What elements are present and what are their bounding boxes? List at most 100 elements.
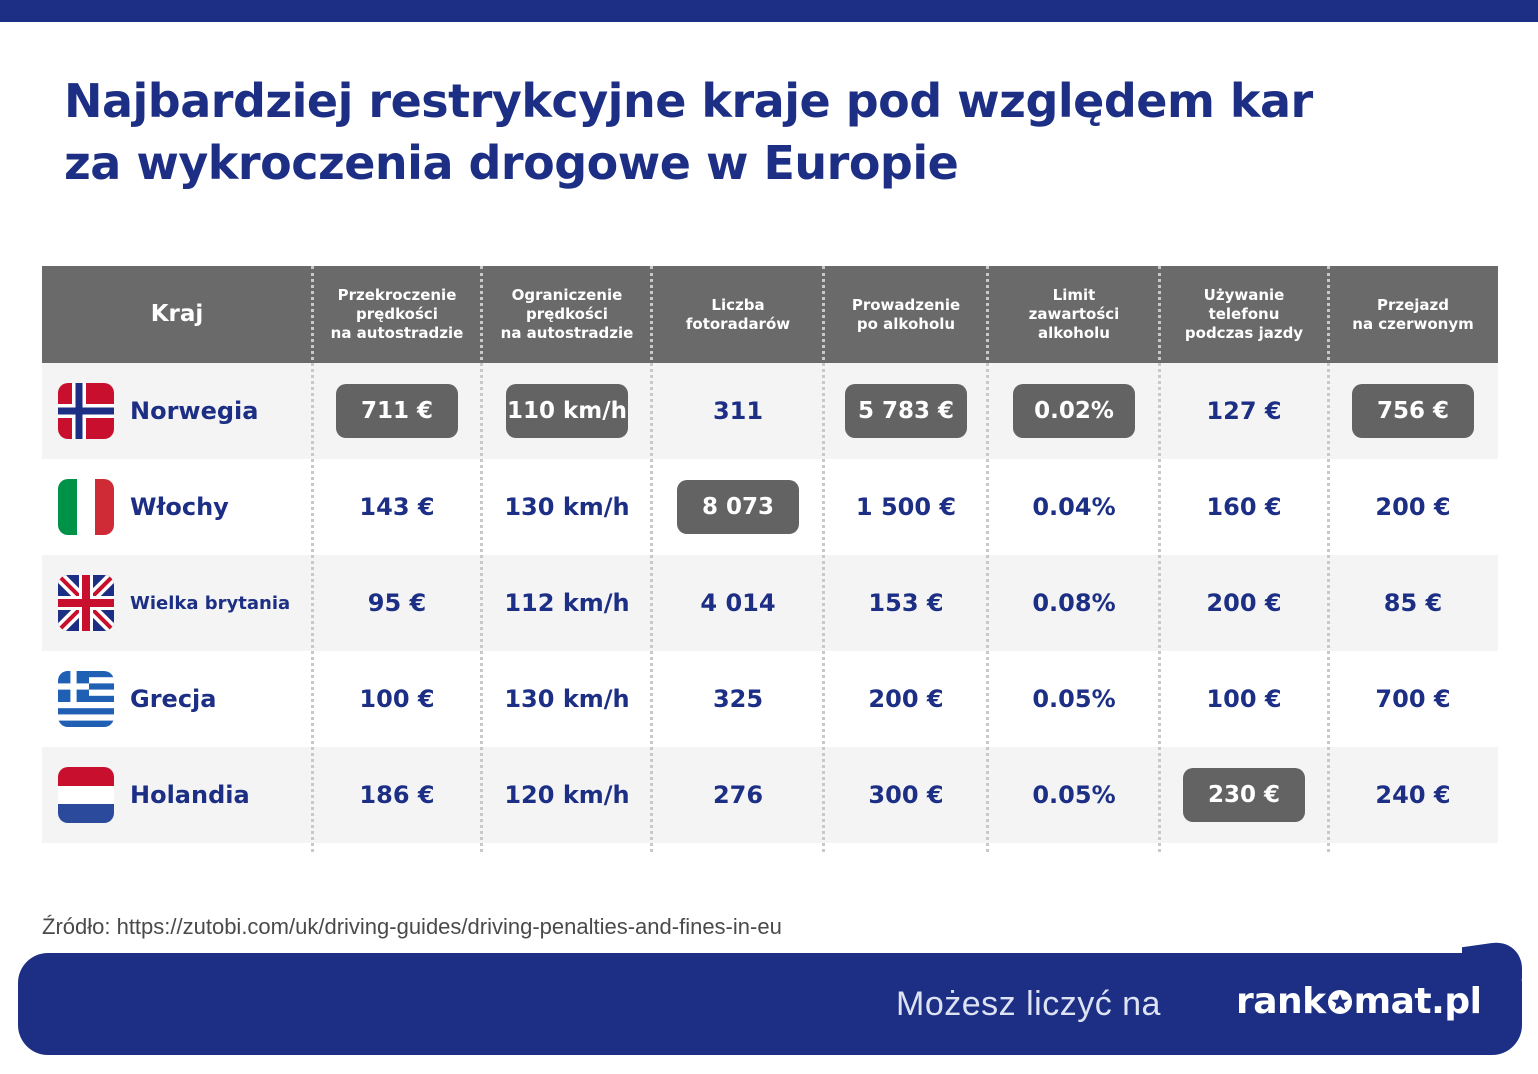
netherlands-flag-icon bbox=[58, 767, 114, 823]
red-light-fine-cell: 700 € bbox=[1328, 651, 1498, 747]
value: 200 € bbox=[1375, 493, 1451, 521]
footer-tail bbox=[1462, 938, 1522, 988]
value: 100 € bbox=[1206, 685, 1282, 713]
value: 240 € bbox=[1375, 781, 1451, 809]
country-name: Włochy bbox=[130, 493, 229, 521]
highlighted-value: 8 073 bbox=[677, 480, 799, 534]
country-cell: Wielka brytania bbox=[42, 555, 312, 651]
page-title: Najbardziej restrykcyjne kraje pod wzglę… bbox=[64, 70, 1464, 194]
alcohol-limit-cell: 0.04% bbox=[988, 459, 1160, 555]
drunk-driving-fine-cell: 1 500 € bbox=[824, 459, 988, 555]
red-light-fine-cell: 200 € bbox=[1328, 459, 1498, 555]
speeding-fine-cell: 711 € bbox=[312, 363, 482, 459]
value: 160 € bbox=[1206, 493, 1282, 521]
country-cell: Grecja bbox=[42, 651, 312, 747]
header-country: Kraj bbox=[150, 301, 204, 327]
value: 143 € bbox=[359, 493, 435, 521]
header-speeding: Przekroczenie prędkości na autostradzie bbox=[330, 286, 464, 342]
table-body: Norwegia 711 € 110 km/h 311 5 783 € 0.02% 127 … bbox=[42, 363, 1498, 843]
value: 0.05% bbox=[1032, 781, 1116, 809]
header-phone-use: Używanie telefonu podczas jazdy bbox=[1184, 286, 1304, 342]
value: 325 bbox=[712, 685, 764, 713]
phone-use-fine-cell: 127 € bbox=[1160, 363, 1328, 459]
value: 700 € bbox=[1375, 685, 1451, 713]
drunk-driving-fine-cell: 5 783 € bbox=[824, 363, 988, 459]
header-alcohol-limit: Limit zawartości alkoholu bbox=[1028, 286, 1120, 342]
drunk-driving-fine-cell: 300 € bbox=[824, 747, 988, 843]
greece-flag-icon bbox=[58, 671, 114, 727]
red-light-fine-cell: 756 € bbox=[1328, 363, 1498, 459]
fines-table: Kraj Przekroczenie prędkości na autostra… bbox=[42, 266, 1498, 843]
phone-use-fine-cell: 200 € bbox=[1160, 555, 1328, 651]
value: 95 € bbox=[367, 589, 427, 617]
country-cell: Włochy bbox=[42, 459, 312, 555]
country-name: Holandia bbox=[130, 781, 250, 809]
highlighted-value: 756 € bbox=[1352, 384, 1474, 438]
page-title-line-1: Najbardziej restrykcyjne kraje pod wzglę… bbox=[64, 74, 1313, 128]
table-row: Włochy 143 € 130 km/h 8 073 1 500 € 0.04% 160 … bbox=[42, 459, 1498, 555]
norway-flag-icon bbox=[58, 383, 114, 439]
value: 0.04% bbox=[1032, 493, 1116, 521]
speed-limit-cell: 110 km/h bbox=[482, 363, 652, 459]
speeding-fine-cell: 143 € bbox=[312, 459, 482, 555]
value: 200 € bbox=[1206, 589, 1282, 617]
table-row: Norwegia 711 € 110 km/h 311 5 783 € 0.02% 127 … bbox=[42, 363, 1498, 459]
logo-text-right: mat.pl bbox=[1353, 981, 1482, 1022]
speed-cameras-cell: 325 bbox=[652, 651, 824, 747]
alcohol-limit-cell: 0.05% bbox=[988, 747, 1160, 843]
speed-cameras-cell: 276 bbox=[652, 747, 824, 843]
speed-limit-cell: 130 km/h bbox=[482, 459, 652, 555]
value: 1 500 € bbox=[855, 493, 957, 521]
phone-use-fine-cell: 100 € bbox=[1160, 651, 1328, 747]
country-cell: Norwegia bbox=[42, 363, 312, 459]
top-accent-bar bbox=[0, 0, 1538, 22]
footer-banner: Możesz liczyć na rank mat.pl bbox=[18, 938, 1522, 1055]
source-note: Źródło: https://zutobi.com/uk/driving-gu… bbox=[42, 914, 782, 939]
value: 120 km/h bbox=[504, 781, 630, 809]
italy-flag-icon bbox=[58, 479, 114, 535]
value: 100 € bbox=[359, 685, 435, 713]
page-title-line-2: za wykroczenia drogowe w Europie bbox=[64, 136, 959, 190]
column-divider bbox=[986, 266, 989, 852]
drunk-driving-fine-cell: 200 € bbox=[824, 651, 988, 747]
speed-limit-cell: 130 km/h bbox=[482, 651, 652, 747]
speeding-fine-cell: 95 € bbox=[312, 555, 482, 651]
country-name: Norwegia bbox=[130, 397, 259, 425]
highlighted-value: 711 € bbox=[336, 384, 458, 438]
uk-flag-icon bbox=[58, 575, 114, 631]
speed-limit-cell: 112 km/h bbox=[482, 555, 652, 651]
red-light-fine-cell: 240 € bbox=[1328, 747, 1498, 843]
header-red-light: Przejazd na czerwonym bbox=[1352, 295, 1474, 333]
highlighted-value: 230 € bbox=[1183, 768, 1305, 822]
value: 311 bbox=[712, 397, 764, 425]
value: 112 km/h bbox=[504, 589, 630, 617]
value: 200 € bbox=[868, 685, 944, 713]
value: 127 € bbox=[1206, 397, 1282, 425]
speed-cameras-cell: 311 bbox=[652, 363, 824, 459]
table-header: Kraj Przekroczenie prędkości na autostra… bbox=[42, 266, 1498, 363]
drunk-driving-fine-cell: 153 € bbox=[824, 555, 988, 651]
table-row: Holandia 186 € 120 km/h 276 300 € 0.05% 230 € 2… bbox=[42, 747, 1498, 843]
alcohol-limit-cell: 0.05% bbox=[988, 651, 1160, 747]
value: 130 km/h bbox=[504, 685, 630, 713]
country-cell: Holandia bbox=[42, 747, 312, 843]
header-drunk-driving: Prowadzenie po alkoholu bbox=[851, 295, 961, 333]
rankomat-logo: rank mat.pl bbox=[1236, 981, 1482, 1022]
speeding-fine-cell: 186 € bbox=[312, 747, 482, 843]
column-divider bbox=[480, 266, 483, 852]
value: 85 € bbox=[1383, 589, 1443, 617]
table-row: Grecja 100 € 130 km/h 325 200 € 0.05% 100 € 700… bbox=[42, 651, 1498, 747]
speeding-fine-cell: 100 € bbox=[312, 651, 482, 747]
alcohol-limit-cell: 0.08% bbox=[988, 555, 1160, 651]
speed-cameras-cell: 8 073 bbox=[652, 459, 824, 555]
highlighted-value: 0.02% bbox=[1013, 384, 1135, 438]
logo-text-left: rank bbox=[1236, 981, 1326, 1022]
value: 276 bbox=[712, 781, 764, 809]
column-divider bbox=[1327, 266, 1330, 852]
red-light-fine-cell: 85 € bbox=[1328, 555, 1498, 651]
value: 4 014 bbox=[700, 589, 776, 617]
country-name: Grecja bbox=[130, 685, 217, 713]
phone-use-fine-cell: 160 € bbox=[1160, 459, 1328, 555]
value: 0.05% bbox=[1032, 685, 1116, 713]
speed-limit-cell: 120 km/h bbox=[482, 747, 652, 843]
